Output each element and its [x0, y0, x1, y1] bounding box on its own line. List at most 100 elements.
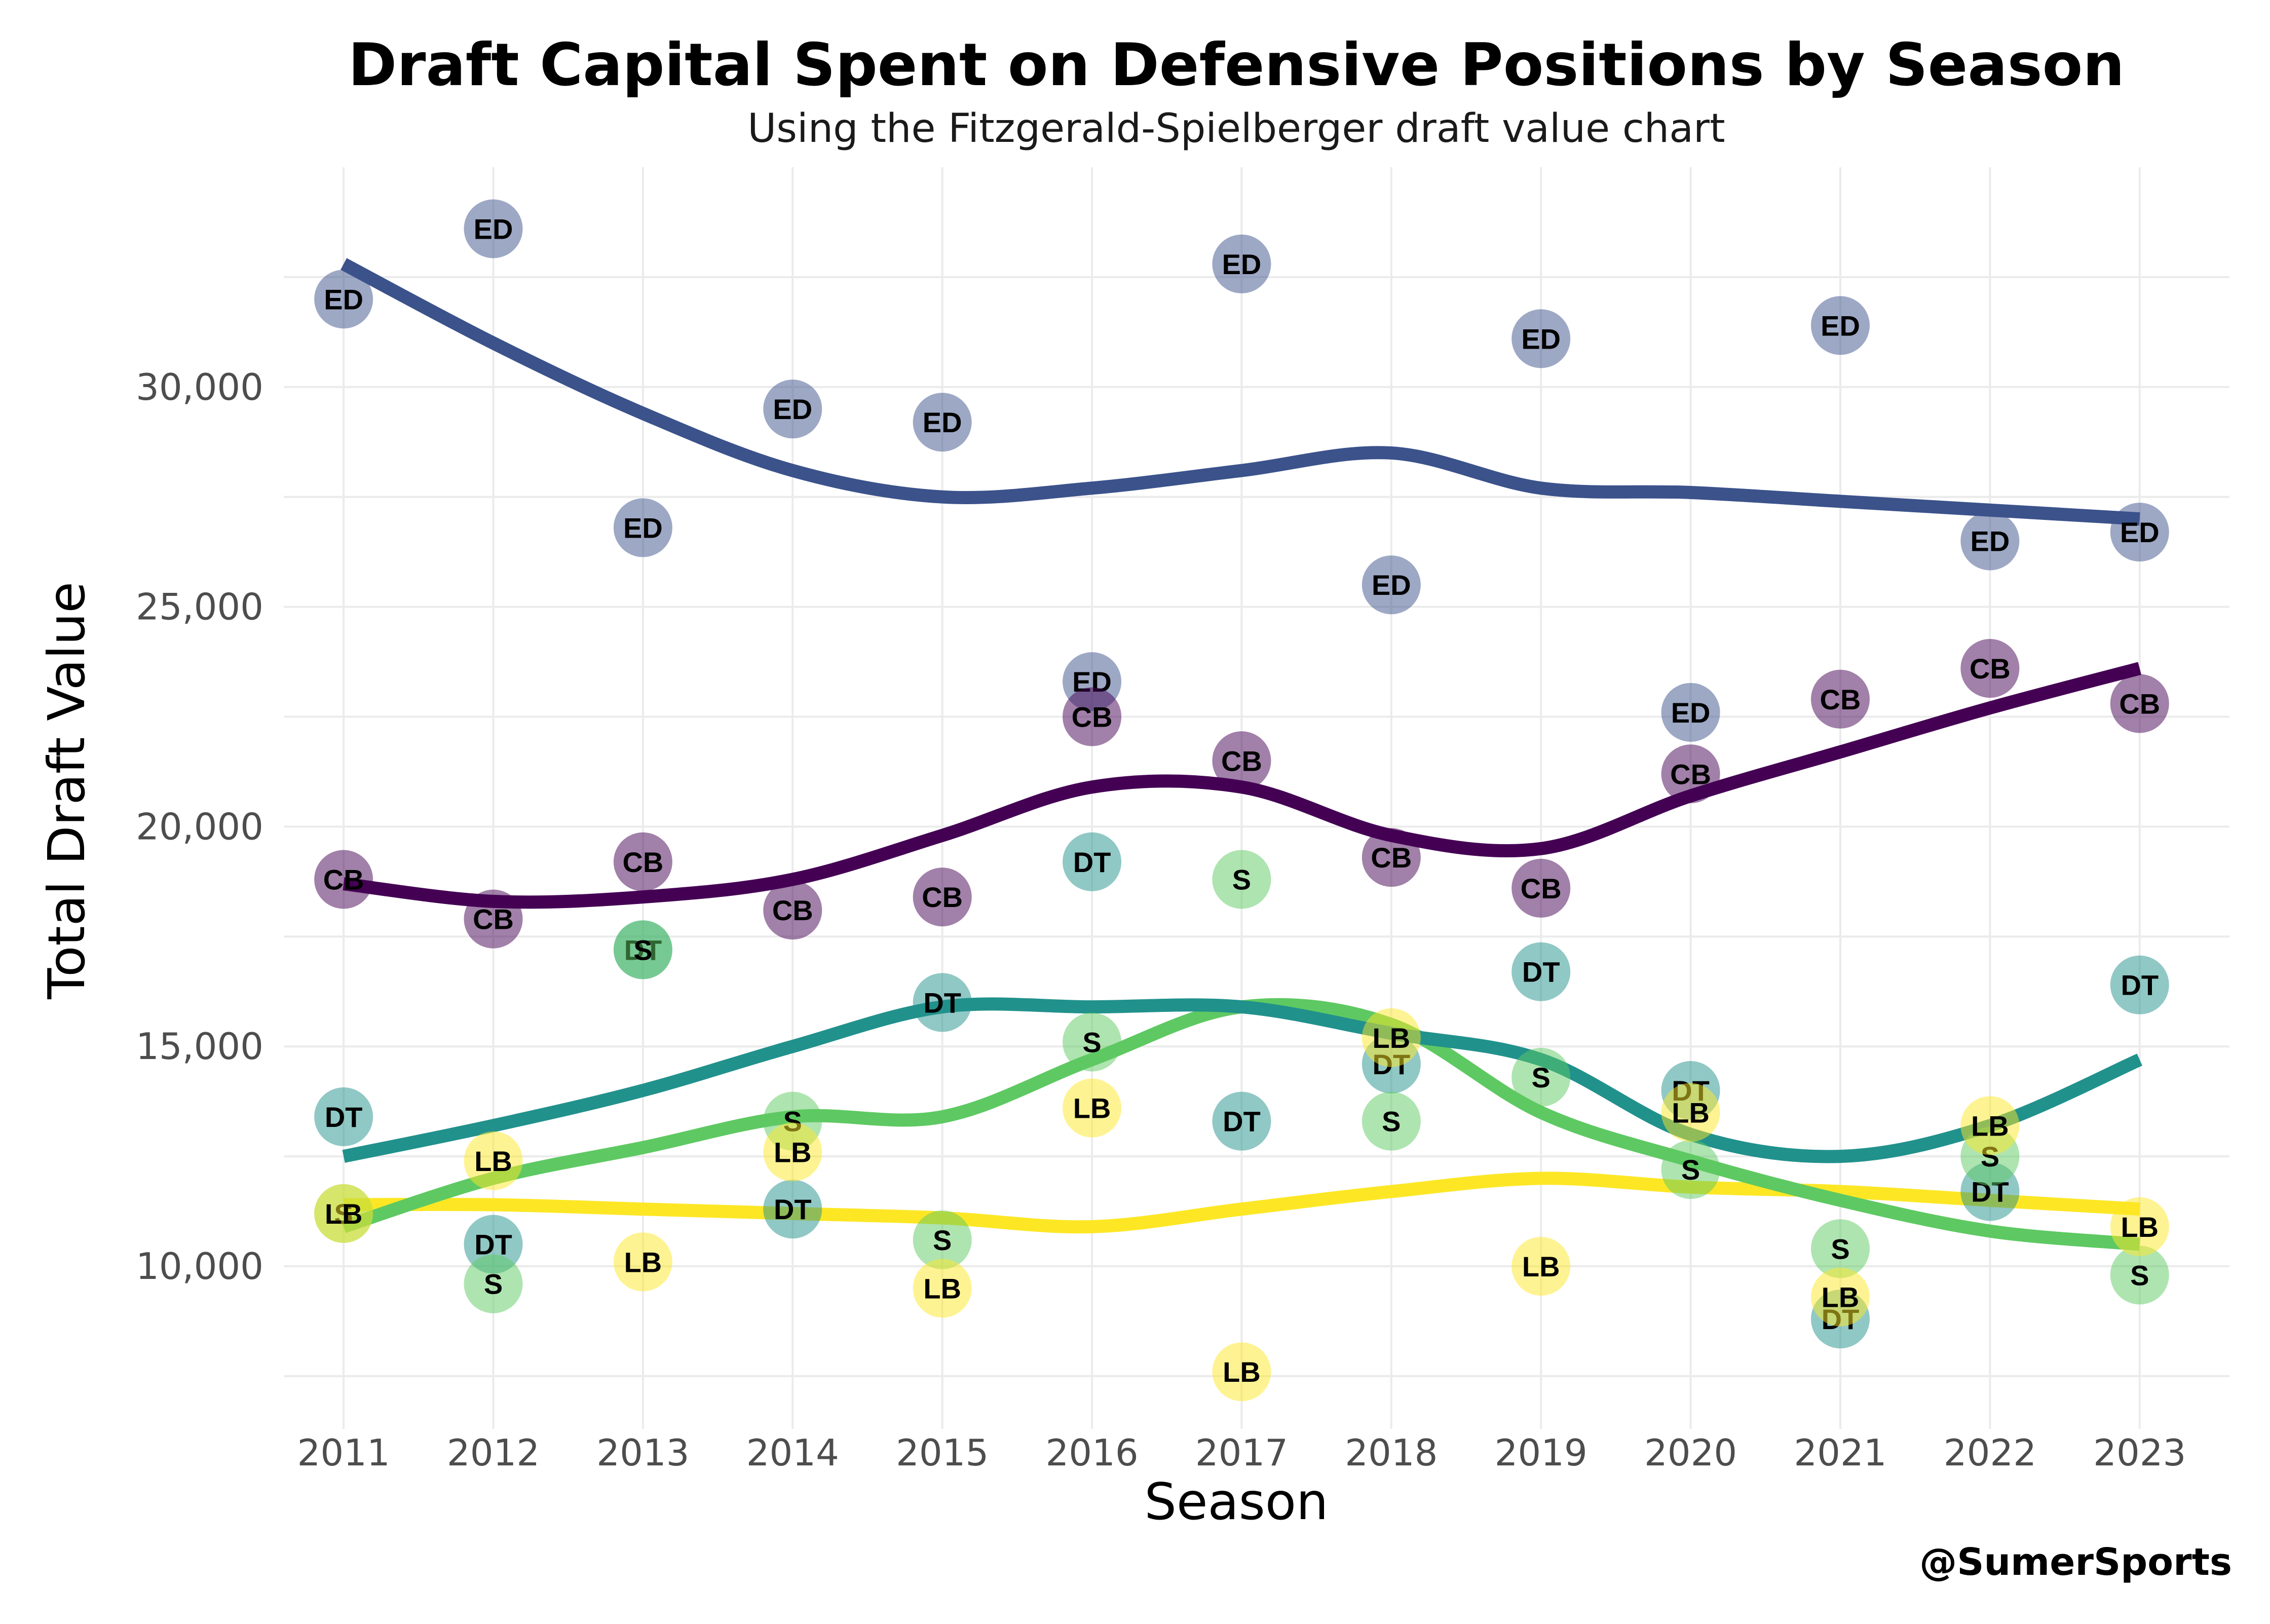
point-marker: [464, 1131, 523, 1190]
point-cb-2023: CB: [2110, 674, 2169, 733]
point-label: ED: [1521, 323, 1561, 355]
point-marker: [613, 498, 672, 557]
point-lb-2013: LB: [613, 1232, 672, 1292]
point-label: ED: [773, 393, 812, 425]
point-label: LB: [1223, 1356, 1261, 1388]
point-marker: [913, 973, 972, 1032]
point-label: CB: [1072, 701, 1113, 733]
point-marker: [1063, 832, 1122, 891]
point-label: DT: [1073, 846, 1111, 878]
x-tick-label: 2018: [1345, 1431, 1437, 1474]
axes: 10,000 15,000 20,000 25,000 30,000 2011 2012 20…: [136, 366, 2186, 1474]
point-lb-2021: LB: [1811, 1267, 1870, 1327]
point-lb-2020: LB: [1661, 1083, 1720, 1142]
point-s-2018: S: [1361, 1091, 1421, 1151]
point-s-2023: S: [2110, 1245, 2169, 1305]
point-marker: [1063, 1078, 1122, 1138]
point-dt-2023: DT: [2110, 955, 2169, 1014]
point-label: ED: [1671, 697, 1711, 729]
point-marker: [1511, 309, 1571, 368]
x-tick-label: 2020: [1644, 1431, 1737, 1474]
point-marker: [763, 1122, 822, 1182]
point-cb-2013: CB: [613, 832, 672, 891]
point-marker: [1511, 858, 1571, 918]
y-tick-label: 20,000: [136, 805, 263, 848]
x-tick-label: 2013: [596, 1431, 689, 1474]
point-label: S: [484, 1268, 503, 1300]
point-label: CB: [772, 894, 813, 926]
point-label: S: [2130, 1259, 2149, 1291]
point-s-2016: S: [1063, 1012, 1122, 1072]
chart-subtitle: Using the Fitzgerald-Spielberger draft v…: [747, 106, 1725, 152]
point-label: ED: [923, 406, 962, 438]
point-label: CB: [473, 903, 514, 935]
point-label: ED: [1970, 525, 2010, 557]
point-label: S: [1532, 1062, 1550, 1093]
point-marker: [314, 850, 373, 909]
point-label: LB: [1822, 1281, 1860, 1313]
point-marker: [314, 1184, 373, 1243]
point-cb-2015: CB: [913, 867, 972, 927]
point-label: DT: [2121, 969, 2159, 1001]
point-lb-2015: LB: [913, 1259, 972, 1318]
point-marker: [1511, 1236, 1571, 1296]
point-s-2021: S: [1811, 1219, 1870, 1278]
point-lb-2012: LB: [464, 1131, 523, 1190]
point-label: CB: [323, 864, 364, 896]
point-marker: [1511, 942, 1571, 1001]
point-marker: [1063, 1012, 1122, 1072]
caption: @SumerSports: [1919, 1540, 2232, 1584]
point-marker: [1212, 234, 1271, 293]
point-marker: [1212, 1091, 1271, 1151]
point-label: CB: [922, 881, 963, 913]
point-lb-2022: LB: [1960, 1096, 2020, 1155]
x-axis-title: Season: [1145, 1472, 1329, 1531]
point-lb-2019: LB: [1511, 1236, 1571, 1296]
point-label: LB: [1073, 1092, 1111, 1124]
point-ed-2013: ED: [613, 498, 672, 557]
point-label: S: [1082, 1027, 1101, 1059]
point-ed-2020: ED: [1661, 683, 1720, 742]
point-marker: [314, 270, 373, 329]
point-label: LB: [1971, 1110, 2009, 1142]
point-label: S: [1831, 1233, 1849, 1265]
point-marker: [1063, 687, 1122, 746]
point-marker: [1661, 744, 1720, 804]
point-label: DT: [1522, 956, 1560, 988]
point-label: CB: [1221, 745, 1262, 777]
y-axis-title: Total Draft Value: [37, 582, 96, 1000]
point-cb-2021: CB: [1811, 669, 1870, 729]
point-dt-2017: DT: [1212, 1091, 1271, 1151]
point-marker: [1811, 1219, 1870, 1278]
trend-line-ed: [340, 258, 2140, 526]
point-marker: [1361, 1008, 1421, 1067]
point-marker: [2110, 1245, 2169, 1305]
x-tick-label: 2021: [1794, 1431, 1886, 1474]
trend-lines: [340, 258, 2143, 1251]
point-marker: [1960, 1096, 2020, 1155]
point-label: DT: [325, 1101, 363, 1133]
point-marker: [913, 1259, 972, 1318]
point-label: LB: [624, 1246, 662, 1278]
point-label: CB: [1371, 842, 1412, 874]
point-marker: [613, 920, 672, 979]
point-marker: [464, 1254, 523, 1313]
point-cb-2022: CB: [1960, 639, 2020, 698]
point-label: ED: [1372, 569, 1411, 601]
point-ed-2015: ED: [913, 393, 972, 452]
point-label: LB: [325, 1198, 363, 1230]
point-label: ED: [474, 213, 513, 245]
x-tick-label: 2022: [1944, 1431, 2036, 1474]
point-cb-2014: CB: [763, 881, 822, 940]
point-marker: [1212, 1342, 1271, 1402]
point-marker: [1661, 1140, 1720, 1199]
point-label: LB: [1373, 1022, 1411, 1054]
point-dt-2019: DT: [1511, 942, 1571, 1001]
chart-title: Draft Capital Spent on Defensive Positio…: [348, 31, 2125, 99]
point-marker: [1960, 639, 2020, 698]
point-ed-2023: ED: [2110, 503, 2169, 562]
point-marker: [2110, 674, 2169, 733]
point-label: S: [1382, 1106, 1401, 1138]
